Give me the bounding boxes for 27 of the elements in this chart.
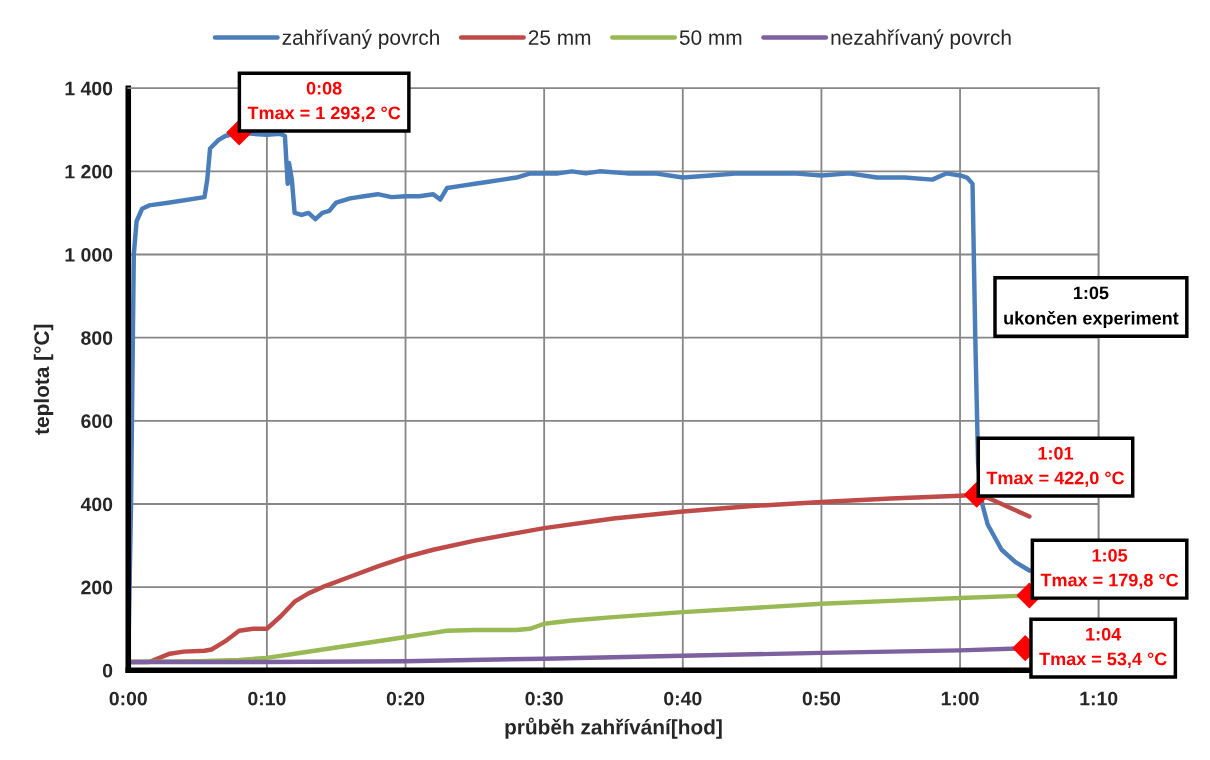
y-tick-label: 200	[81, 580, 113, 595]
data-label: 1:04 Tmax = 53,4 °C	[1039, 627, 1167, 668]
x-tick-label: 1:10	[1080, 691, 1118, 706]
x-tick-label: 0:30	[525, 691, 563, 706]
legend-label: 25 mm	[528, 30, 591, 45]
y-tick-label: 1 400	[65, 81, 113, 96]
y-tick-label: 1 000	[65, 247, 113, 262]
y-tick-label: 800	[81, 331, 113, 345]
legend-label: nezahřívaný povrch	[831, 29, 1011, 50]
x-tick-label: 0:00	[109, 691, 147, 706]
x-tick-label: 0:20	[386, 691, 425, 706]
x-tick-label: 0:50	[802, 691, 841, 706]
y-tick-label: 0	[102, 663, 113, 678]
annotation: 1:05 ukončen experiment	[1004, 286, 1179, 329]
x-tick-label: 1:00	[941, 691, 979, 706]
x-axis-title: průběh zahřívání[hod]	[505, 717, 722, 739]
x-tick-label: 0:10	[248, 691, 286, 706]
y-tick-label: 1 200	[65, 164, 113, 179]
data-label: 1:01 Tmax = 422,0 °C	[986, 446, 1125, 487]
legend-label: zahřívaný povrch	[282, 29, 439, 50]
x-tick-label: 0:40	[664, 691, 702, 706]
data-label: 0:08 Tmax = 1 293,2 °C	[247, 81, 401, 122]
y-tick-label: 600	[81, 414, 113, 429]
data-label: 1:05 Tmax = 179,8 °C	[1040, 548, 1179, 590]
y-axis-title: teplota [°C]	[33, 324, 54, 435]
legend-label: 50 mm	[679, 30, 742, 45]
y-tick-label: 400	[80, 497, 113, 512]
